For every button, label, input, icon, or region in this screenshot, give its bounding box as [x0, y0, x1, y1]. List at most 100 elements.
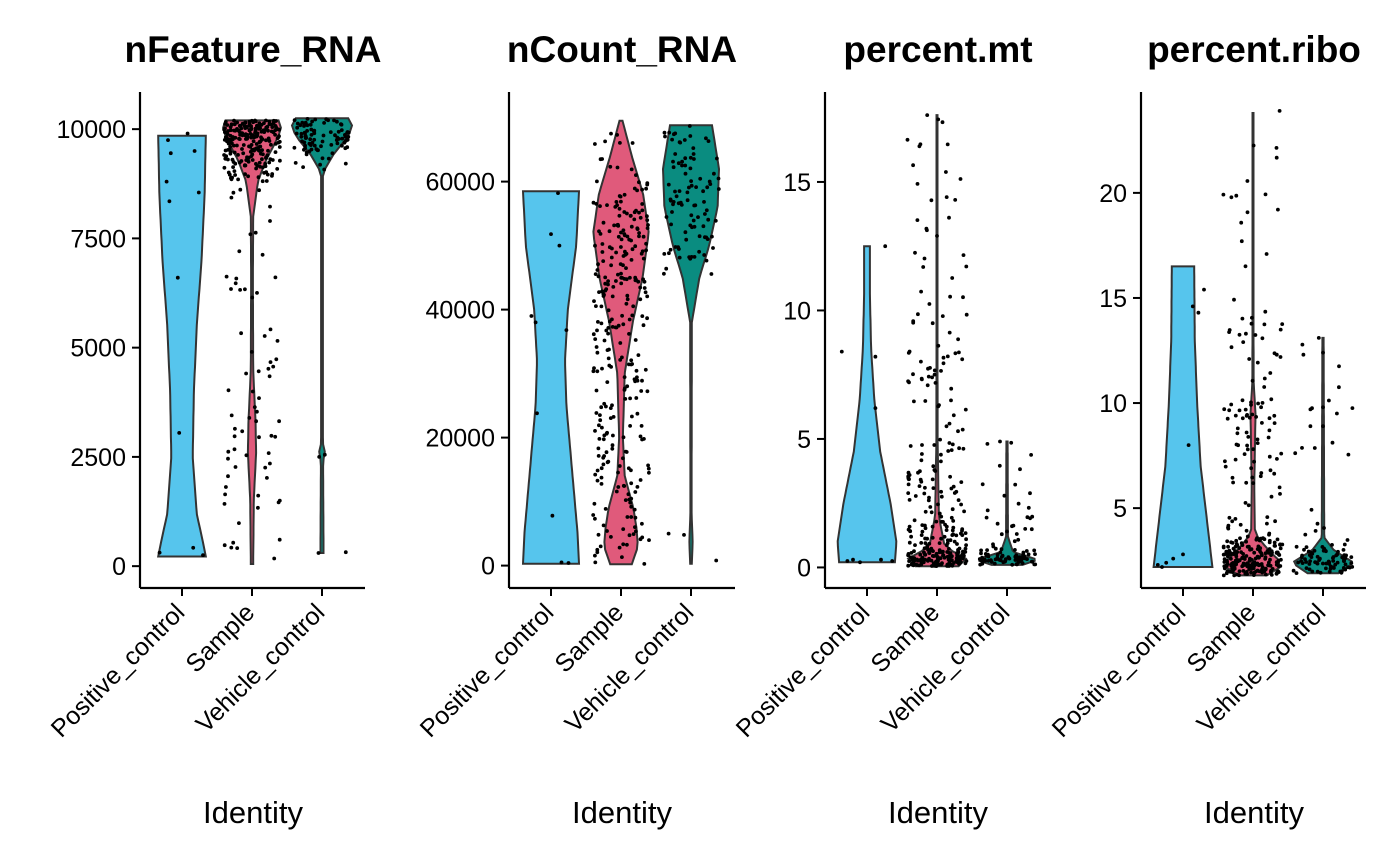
data-point: [1342, 542, 1347, 547]
data-point: [274, 357, 279, 362]
data-point: [955, 542, 959, 546]
data-point: [1343, 562, 1348, 567]
data-point: [278, 158, 282, 163]
data-point: [999, 532, 1004, 537]
data-point: [953, 351, 958, 356]
data-point: [621, 527, 626, 531]
data-point: [1274, 155, 1279, 160]
data-point: [619, 271, 623, 276]
data-point: [309, 133, 314, 137]
data-point: [711, 246, 715, 250]
data-point: [535, 411, 539, 416]
data-point: [255, 409, 259, 414]
data-point: [627, 317, 632, 322]
data-point: [596, 532, 601, 537]
data-point: [1308, 559, 1312, 563]
data-point: [1250, 315, 1254, 320]
data-point: [273, 150, 278, 155]
data-point: [940, 561, 944, 566]
data-point: [1245, 534, 1250, 539]
data-point: [316, 551, 321, 555]
data-point: [1234, 538, 1239, 543]
data-point: [913, 494, 918, 498]
data-point: [628, 396, 632, 401]
data-point: [1331, 559, 1336, 563]
data-point: [1268, 563, 1273, 568]
data-point: [714, 558, 719, 563]
data-point: [922, 550, 926, 555]
data-point: [1279, 451, 1284, 456]
data-point: [624, 266, 628, 270]
data-point: [225, 132, 230, 137]
data-point: [596, 446, 601, 451]
data-point: [907, 540, 912, 545]
data-point: [625, 515, 630, 519]
data-point: [246, 156, 251, 161]
data-point: [676, 161, 681, 166]
data-point: [930, 554, 935, 558]
data-point: [951, 519, 956, 523]
data-point: [938, 437, 942, 442]
data-point: [593, 472, 598, 477]
data-point: [703, 212, 707, 216]
data-point: [167, 199, 172, 204]
data-point: [1233, 457, 1238, 462]
data-point: [906, 470, 911, 475]
data-point: [930, 524, 935, 529]
data-point: [646, 223, 650, 227]
data-point: [1235, 550, 1240, 554]
data-point: [627, 237, 632, 242]
data-point: [944, 524, 949, 529]
data-point: [635, 188, 639, 193]
data-point: [962, 509, 966, 514]
data-point: [237, 130, 242, 135]
data-point: [939, 514, 944, 519]
data-point: [1016, 559, 1021, 563]
data-point: [253, 230, 258, 235]
data-point: [1240, 543, 1245, 547]
data-point: [919, 533, 924, 537]
data-point: [275, 167, 280, 171]
data-point: [1028, 491, 1032, 496]
data-point: [606, 308, 611, 313]
data-point: [1032, 562, 1037, 567]
data-point: [232, 447, 237, 452]
data-point: [1221, 573, 1226, 578]
data-point: [623, 498, 628, 502]
data-point: [1346, 452, 1351, 457]
data-point: [596, 262, 600, 267]
data-point: [633, 278, 638, 283]
data-point: [294, 131, 299, 136]
data-point: [609, 535, 613, 539]
data-point: [1227, 548, 1232, 553]
data-point: [292, 145, 297, 150]
data-point: [1021, 552, 1026, 557]
data-point: [1269, 573, 1274, 577]
data-point: [1273, 519, 1277, 524]
data-point: [1250, 378, 1255, 383]
data-point: [948, 538, 953, 543]
data-point: [1244, 480, 1249, 485]
data-point: [640, 208, 645, 213]
data-point: [238, 187, 243, 192]
data-point: [316, 148, 320, 153]
data-point: [1237, 546, 1242, 550]
data-point: [640, 521, 644, 526]
data-point: [1337, 385, 1341, 390]
data-point: [1265, 549, 1270, 553]
data-point: [956, 337, 960, 342]
data-point: [912, 518, 917, 523]
data-point: [1018, 467, 1022, 472]
data-point: [937, 403, 941, 407]
data-point: [958, 177, 963, 181]
data-point: [907, 498, 912, 502]
data-point: [533, 320, 538, 325]
data-point: [959, 502, 963, 507]
data-point: [995, 521, 1000, 526]
data-point: [940, 314, 945, 318]
data-point: [948, 551, 953, 556]
data-point: [606, 356, 611, 361]
data-point: [610, 294, 615, 299]
data-point: [238, 288, 243, 292]
data-point: [682, 138, 687, 142]
